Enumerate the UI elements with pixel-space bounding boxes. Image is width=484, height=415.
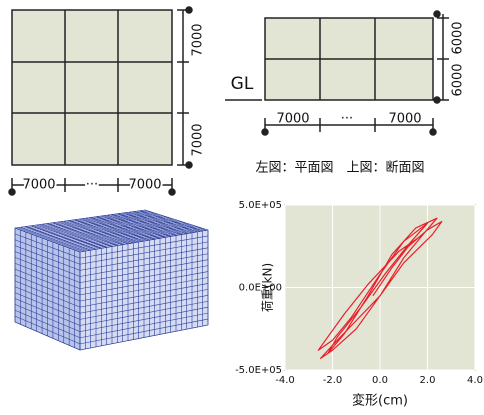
dim-label: 7000	[191, 123, 206, 156]
x-tick-label: -2.0	[323, 375, 343, 386]
caption: 左図：平面図 上図：断面図	[255, 161, 424, 176]
x-axis-label: 変形(cm)	[352, 393, 408, 409]
dim-label: 6000	[451, 63, 466, 96]
dim-label: ···	[86, 178, 98, 193]
dim-label: 7000	[191, 23, 206, 56]
y-tick-label: 5.0E+05	[239, 200, 282, 211]
dim-label: 7000	[128, 178, 161, 193]
ground-label: GL	[231, 74, 254, 94]
x-tick-label: 2.0	[420, 375, 436, 386]
dim-label: 7000	[276, 112, 309, 127]
y-tick-label: -5.0E+05	[235, 365, 282, 376]
figure: 7000 7000 7000 ··· 7000 GL 6000 6000 700…	[0, 0, 484, 411]
dim-label: 7000	[388, 112, 421, 127]
x-tick-label: 4.0	[467, 375, 483, 386]
mesh-model	[15, 210, 208, 350]
plan	[9, 7, 192, 195]
dim-label: ···	[341, 112, 353, 127]
x-tick-label: -4.0	[275, 375, 295, 386]
dim-label: 7000	[22, 178, 55, 193]
dim-label: 6000	[451, 21, 466, 54]
y-axis-label: 荷重(kN)	[261, 263, 275, 312]
x-tick-label: 0.0	[372, 375, 388, 386]
